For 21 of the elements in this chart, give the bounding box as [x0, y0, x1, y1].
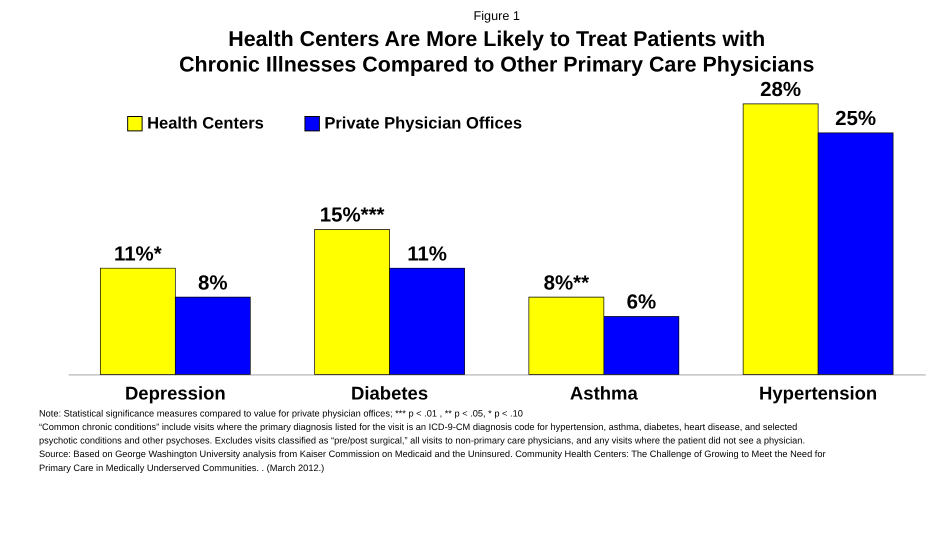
x-tick-label: Diabetes — [351, 382, 428, 404]
source-note: Source: Based on George Washington University analysis from Kaiser Commission on Medicaid and the Uninsured. Community Health Centers: The Challenge of Growing to Meet the Need for — [38, 449, 826, 460]
text: Note: Statistical significance measures compared to value for private physician offices; *** p < .01 , ** p < .05, * p < .10 — [38, 408, 523, 418]
data-label: 28% — [760, 78, 802, 102]
x-tick-label: Hypertension — [759, 382, 878, 404]
chart-title: Health Centers Are More Likely to Treat Patients with Chronic Illnesses Compared to Other Primary Care Physicians — [179, 27, 814, 77]
text: Primary Care in Medically Underserved Communities. . (March 2012.) — [38, 462, 324, 473]
data-label: 11% — [407, 242, 447, 266]
text: “Common chronic conditions” include visits where the primary diagnosis listed for the visit is an ICD-9-CM diagnosis code for hypertension, asthma, diabetes, heart disease, and selected — [38, 422, 798, 432]
data-label: 15%*** — [320, 204, 385, 227]
data-label: 6% — [626, 290, 656, 314]
data-label: 11%* — [114, 242, 162, 266]
x-tick-label: Depression — [124, 382, 226, 404]
data-label: 8%** — [544, 271, 590, 294]
x-tick-label: Asthma — [570, 382, 638, 404]
legend-label: Private Physician Offices — [324, 114, 522, 133]
data-label: 25% — [835, 107, 876, 130]
legend-label: Health Centers — [147, 114, 264, 133]
data-label: 8% — [198, 271, 228, 294]
text: psychotic conditions and other psychoses. Excludes visits classified as “pre/post surgical,” all visits to non-primary care physicians, and any visits where the patient did not see a physician. — [38, 436, 806, 446]
chart-subtitle: Figure 1 — [474, 8, 520, 23]
